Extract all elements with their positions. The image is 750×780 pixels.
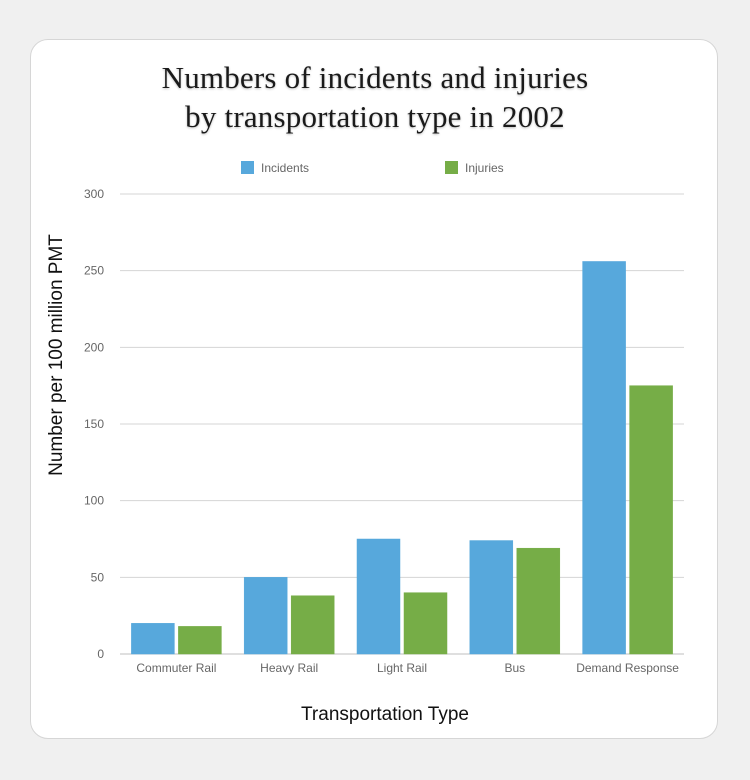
- legend-label-injuries: Injuries: [465, 161, 504, 175]
- incidents-bar: [356, 538, 401, 655]
- injuries-bar: [516, 547, 561, 655]
- x-tick-label: Heavy Rail: [260, 661, 318, 675]
- incidents-bar: [469, 540, 514, 655]
- y-tick-label: 100: [84, 494, 104, 508]
- y-tick-label: 250: [84, 264, 104, 278]
- legend-label-incidents: Incidents: [261, 161, 309, 175]
- y-tick-label: 300: [84, 187, 104, 201]
- legend-swatch-incidents: [241, 161, 254, 174]
- x-tick-label: Commuter Rail: [136, 661, 216, 675]
- y-axis-title: Number per 100 million PMT: [46, 234, 67, 476]
- incidents-bar: [131, 623, 175, 655]
- y-tick-label: 50: [91, 570, 105, 584]
- chart-title-line-2: by transportation type in 2002: [185, 99, 565, 134]
- x-axis-title: Transportation Type: [301, 704, 469, 725]
- y-tick-label: 0: [97, 647, 104, 661]
- chart-title-line-1: Numbers of incidents and injuries: [161, 60, 589, 95]
- injuries-bar: [290, 595, 335, 655]
- y-tick-label: 150: [84, 417, 104, 431]
- injuries-bar: [178, 626, 222, 655]
- injuries-bar: [403, 592, 448, 655]
- legend-swatch-injuries: [445, 161, 458, 174]
- y-tick-label: 200: [84, 340, 104, 354]
- x-tick-label: Light Rail: [377, 661, 427, 675]
- incidents-bar: [582, 261, 626, 655]
- incidents-bar: [243, 577, 288, 655]
- x-tick-label: Bus: [504, 661, 525, 675]
- chart-title: Numbers of incidents and injuries by tra…: [31, 58, 719, 136]
- injuries-bar: [629, 385, 673, 655]
- x-tick-label: Demand Response: [576, 661, 679, 675]
